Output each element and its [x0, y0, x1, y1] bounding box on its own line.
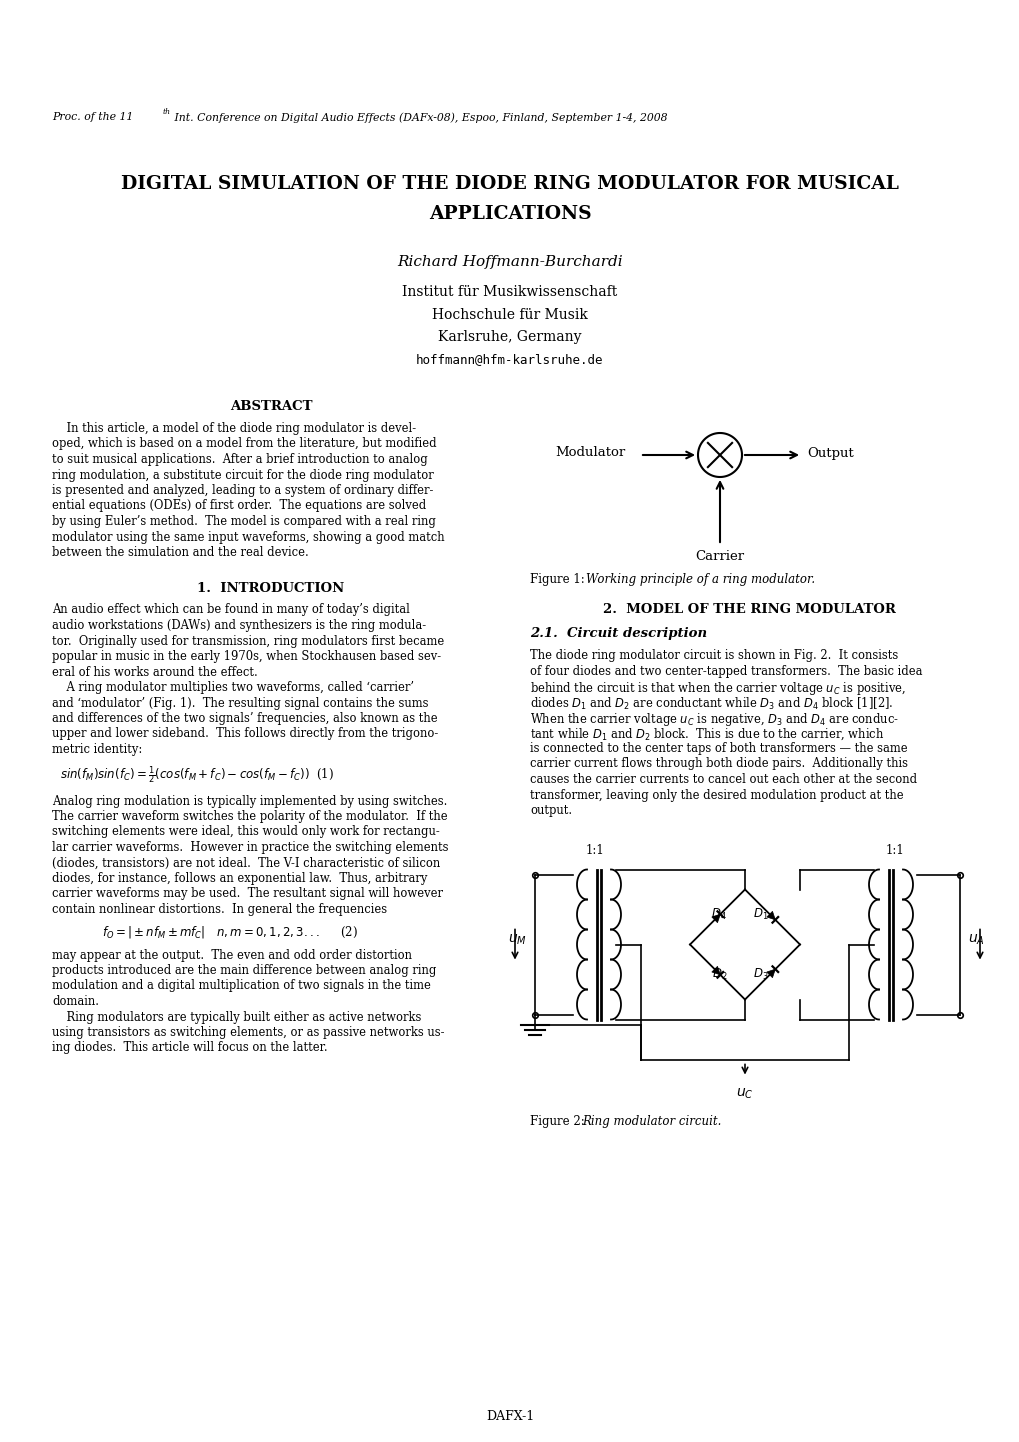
Text: $D_1$: $D_1$ [752, 907, 767, 921]
Text: The diode ring modulator circuit is shown in Fig. 2.  It consists: The diode ring modulator circuit is show… [530, 649, 898, 662]
Text: ing diodes.  This article will focus on the latter.: ing diodes. This article will focus on t… [52, 1041, 327, 1054]
Text: When the carrier voltage $u_C$ is negative, $D_3$ and $D_4$ are conduc-: When the carrier voltage $u_C$ is negati… [530, 711, 898, 728]
Text: $\mathit{sin}(f_M)\mathit{sin}(f_C) = \frac{1}{2}(\mathit{cos}(f_M + f_C) - \mat: $\mathit{sin}(f_M)\mathit{sin}(f_C) = \f… [60, 764, 334, 786]
Text: A ring modulator multiplies two waveforms, called ‘carrier’: A ring modulator multiplies two waveform… [52, 681, 414, 694]
Text: may appear at the output.  The even and odd order distortion: may appear at the output. The even and o… [52, 949, 412, 962]
Text: Proc. of the 11: Proc. of the 11 [52, 112, 133, 123]
Text: 1:1: 1:1 [884, 845, 904, 858]
Text: th: th [163, 108, 171, 115]
Text: upper and lower sideband.  This follows directly from the trigono-: upper and lower sideband. This follows d… [52, 728, 438, 741]
Text: using transistors as switching elements, or as passive networks us-: using transistors as switching elements,… [52, 1027, 444, 1040]
Text: products introduced are the main difference between analog ring: products introduced are the main differe… [52, 965, 436, 978]
Text: popular in music in the early 1970s, when Stockhausen based sev-: popular in music in the early 1970s, whe… [52, 650, 440, 663]
Text: carrier waveforms may be used.  The resultant signal will however: carrier waveforms may be used. The resul… [52, 887, 442, 900]
Text: of four diodes and two center-tapped transformers.  The basic idea: of four diodes and two center-tapped tra… [530, 665, 921, 678]
Text: contain nonlinear distortions.  In general the frequencies: contain nonlinear distortions. In genera… [52, 903, 387, 916]
Text: Analog ring modulation is typically implemented by using switches.: Analog ring modulation is typically impl… [52, 795, 447, 808]
Text: transformer, leaving only the desired modulation product at the: transformer, leaving only the desired mo… [530, 789, 903, 802]
Text: $u_M$: $u_M$ [507, 933, 527, 947]
Text: Carrier: Carrier [695, 549, 744, 562]
Text: The carrier waveform switches the polarity of the modulator.  If the: The carrier waveform switches the polari… [52, 810, 447, 823]
Text: causes the carrier currents to cancel out each other at the second: causes the carrier currents to cancel ou… [530, 773, 916, 786]
Text: Institut für Musikwissenschaft: Institut für Musikwissenschaft [401, 286, 618, 298]
Text: 2.  MODEL OF THE RING MODULATOR: 2. MODEL OF THE RING MODULATOR [602, 603, 895, 616]
Text: In this article, a model of the diode ring modulator is devel-: In this article, a model of the diode ri… [52, 423, 416, 435]
Text: APPLICATIONS: APPLICATIONS [428, 205, 591, 224]
Text: Karlsruhe, Germany: Karlsruhe, Germany [438, 330, 581, 345]
Text: $u_C$: $u_C$ [736, 1086, 753, 1100]
Text: between the simulation and the real device.: between the simulation and the real devi… [52, 547, 309, 559]
Text: Ring modulator circuit.: Ring modulator circuit. [582, 1115, 720, 1128]
Text: Output: Output [806, 447, 853, 460]
Text: domain.: domain. [52, 995, 99, 1008]
Text: and ‘modulator’ (Fig. 1).  The resulting signal contains the sums: and ‘modulator’ (Fig. 1). The resulting … [52, 696, 428, 709]
Text: 1:1: 1:1 [585, 845, 604, 858]
Text: $D_4$: $D_4$ [710, 907, 727, 921]
Text: An audio effect which can be found in many of today’s digital: An audio effect which can be found in ma… [52, 604, 410, 617]
Text: $u_A$: $u_A$ [967, 933, 983, 947]
Text: lar carrier waveforms.  However in practice the switching elements: lar carrier waveforms. However in practi… [52, 841, 448, 854]
Text: modulator using the same input waveforms, showing a good match: modulator using the same input waveforms… [52, 531, 444, 544]
Text: ring modulation, a substitute circuit for the diode ring modulator: ring modulation, a substitute circuit fo… [52, 469, 433, 482]
Polygon shape [711, 966, 719, 975]
Polygon shape [766, 911, 774, 920]
Text: Figure 1:: Figure 1: [530, 572, 588, 585]
Text: Int. Conference on Digital Audio Effects (DAFx-08), Espoo, Finland, September 1-: Int. Conference on Digital Audio Effects… [171, 112, 666, 123]
Text: Figure 2:: Figure 2: [530, 1115, 588, 1128]
Text: Working principle of a ring modulator.: Working principle of a ring modulator. [586, 572, 814, 585]
Text: tant while $D_1$ and $D_2$ block.  This is due to the carrier, which: tant while $D_1$ and $D_2$ block. This i… [530, 727, 883, 743]
Text: modulation and a digital multiplication of two signals in the time: modulation and a digital multiplication … [52, 979, 430, 992]
Text: audio workstations (DAWs) and synthesizers is the ring modula-: audio workstations (DAWs) and synthesize… [52, 619, 426, 632]
Text: ABSTRACT: ABSTRACT [229, 399, 312, 412]
Text: is presented and analyzed, leading to a system of ordinary differ-: is presented and analyzed, leading to a … [52, 485, 433, 497]
Text: oped, which is based on a model from the literature, but modified: oped, which is based on a model from the… [52, 437, 436, 450]
Text: diodes $D_1$ and $D_2$ are conductant while $D_3$ and $D_4$ block [1][2].: diodes $D_1$ and $D_2$ are conductant wh… [530, 695, 893, 711]
Text: by using Euler’s method.  The model is compared with a real ring: by using Euler’s method. The model is co… [52, 515, 435, 528]
Text: ential equations (ODEs) of first order.  The equations are solved: ential equations (ODEs) of first order. … [52, 499, 426, 512]
Text: hoffmann@hfm-karlsruhe.de: hoffmann@hfm-karlsruhe.de [416, 353, 603, 366]
Text: switching elements were ideal, this would only work for rectangu-: switching elements were ideal, this woul… [52, 825, 439, 838]
Text: eral of his works around the effect.: eral of his works around the effect. [52, 666, 258, 679]
Text: 2.1.  Circuit description: 2.1. Circuit description [530, 627, 706, 640]
Polygon shape [766, 969, 774, 978]
Text: DIGITAL SIMULATION OF THE DIODE RING MODULATOR FOR MUSICAL: DIGITAL SIMULATION OF THE DIODE RING MOD… [121, 174, 898, 193]
Text: (diodes, transistors) are not ideal.  The V-I characteristic of silicon: (diodes, transistors) are not ideal. The… [52, 857, 440, 870]
Text: tor.  Originally used for transmission, ring modulators first became: tor. Originally used for transmission, r… [52, 634, 444, 647]
Text: Ring modulators are typically built either as active networks: Ring modulators are typically built eith… [52, 1011, 421, 1024]
Text: output.: output. [530, 805, 572, 818]
Polygon shape [711, 914, 719, 923]
Text: Hochschule für Musik: Hochschule für Musik [432, 309, 587, 322]
Text: diodes, for instance, follows an exponential law.  Thus, arbitrary: diodes, for instance, follows an exponen… [52, 872, 427, 885]
Text: $D_3$: $D_3$ [752, 968, 768, 982]
Text: metric identity:: metric identity: [52, 743, 142, 756]
Text: is connected to the center taps of both transformers — the same: is connected to the center taps of both … [530, 743, 907, 756]
Text: $D_2$: $D_2$ [711, 968, 727, 982]
Text: and differences of the two signals’ frequencies, also known as the: and differences of the two signals’ freq… [52, 712, 437, 725]
Text: 1.  INTRODUCTION: 1. INTRODUCTION [198, 581, 344, 594]
Text: behind the circuit is that when the carrier voltage $u_C$ is positive,: behind the circuit is that when the carr… [530, 681, 905, 696]
Text: Modulator: Modulator [554, 447, 625, 460]
Text: carrier current flows through both diode pairs.  Additionally this: carrier current flows through both diode… [530, 757, 907, 770]
Text: $f_O = |\pm nf_M \pm mf_C|$   $n, m = 0, 1, 2, 3...$     (2): $f_O = |\pm nf_M \pm mf_C|$ $n, m = 0, 1… [102, 924, 358, 940]
Text: to suit musical applications.  After a brief introduction to analog: to suit musical applications. After a br… [52, 453, 427, 466]
Text: Richard Hoffmann-Burchardi: Richard Hoffmann-Burchardi [396, 255, 623, 270]
Text: DAFX-1: DAFX-1 [485, 1410, 534, 1423]
